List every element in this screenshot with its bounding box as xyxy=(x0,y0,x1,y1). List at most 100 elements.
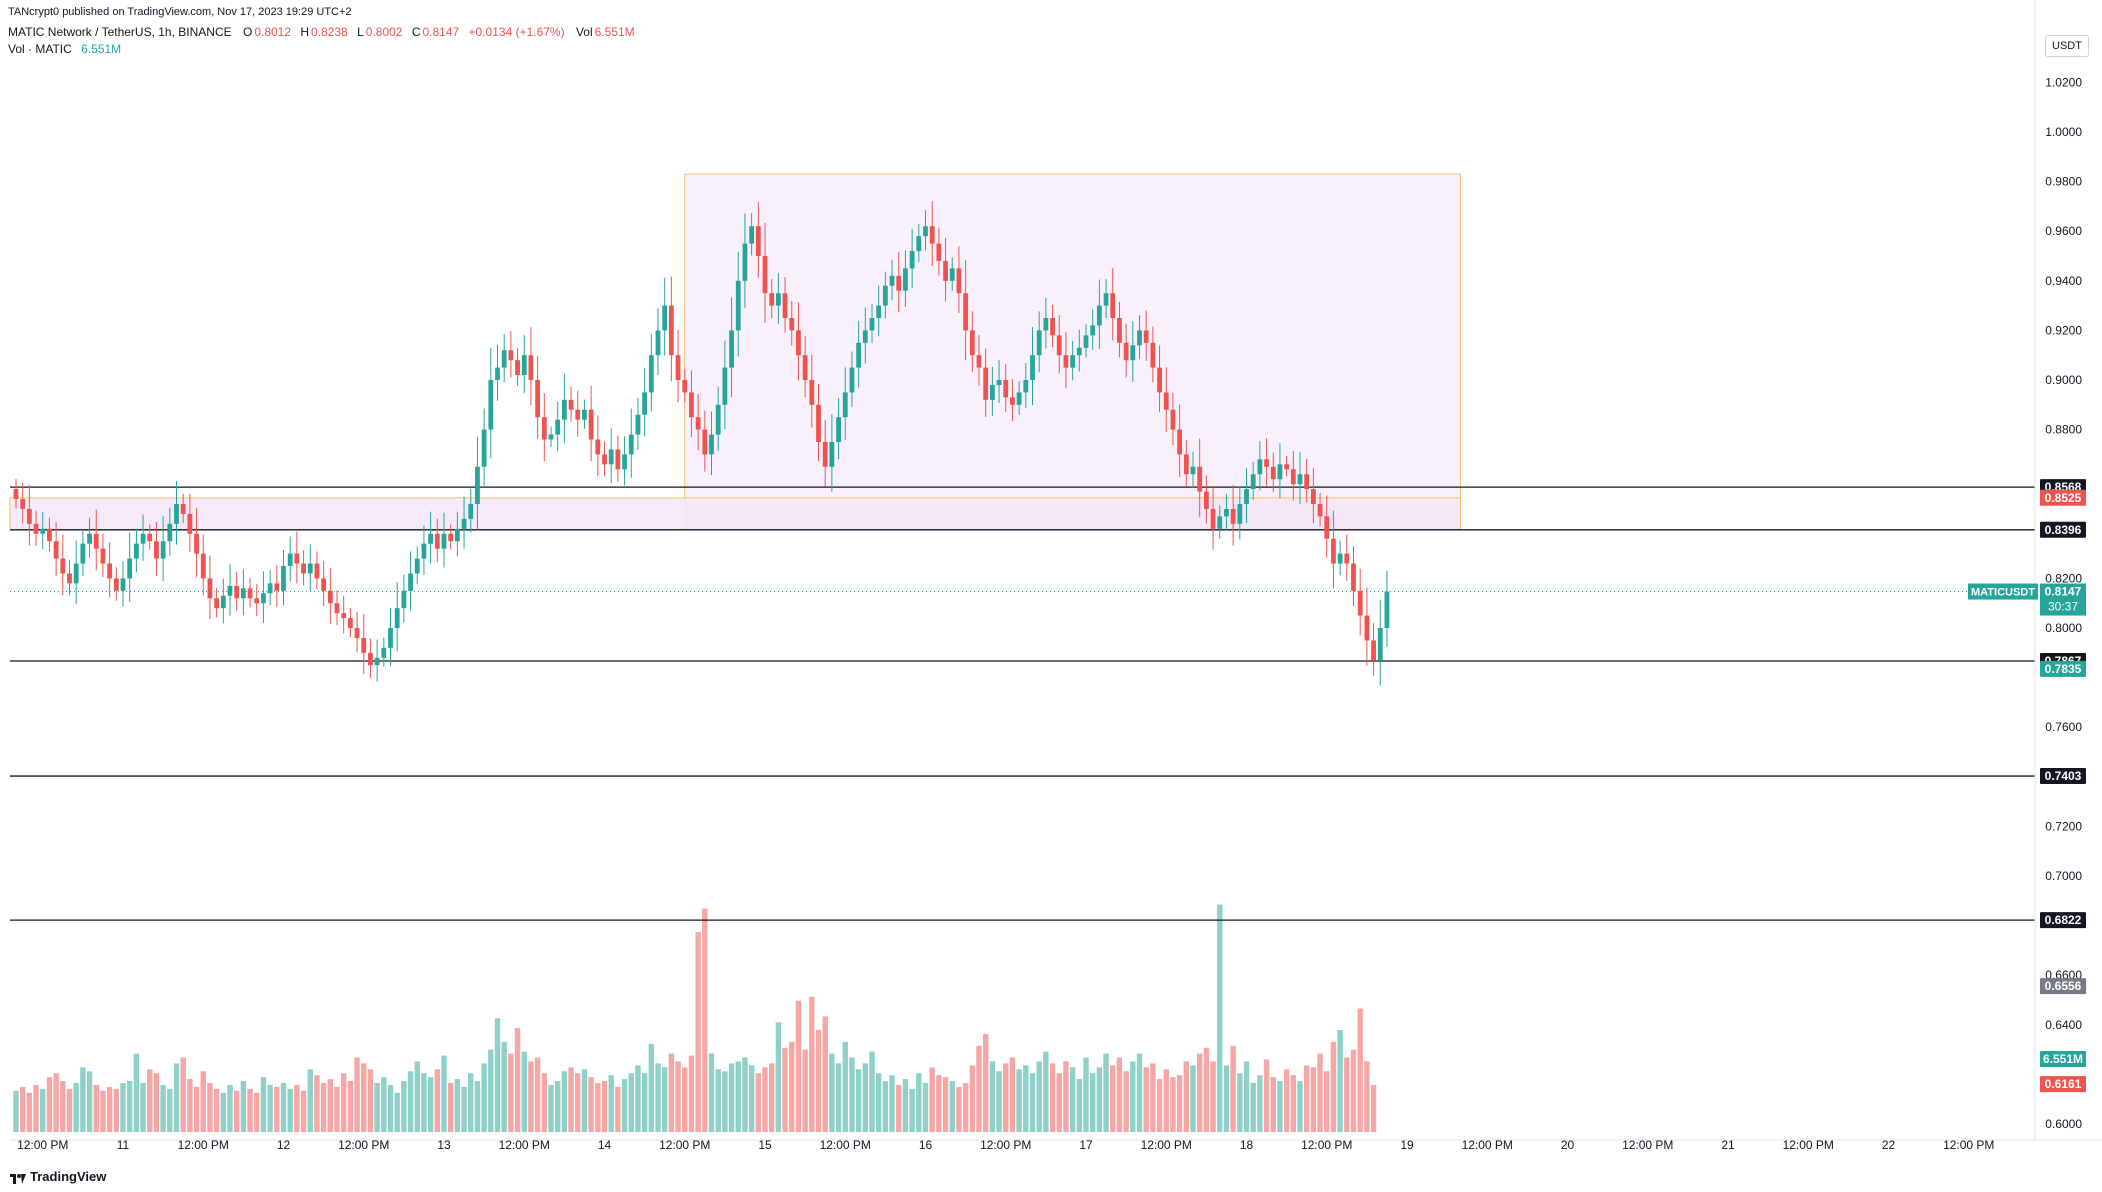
volume-bar xyxy=(929,1067,935,1132)
candle-body xyxy=(495,367,500,380)
volume-bar xyxy=(1330,1041,1337,1132)
candle-body xyxy=(722,367,728,405)
price-tick-label: 0.9200 xyxy=(2045,323,2082,337)
volume-bar xyxy=(1110,1065,1116,1132)
candle-body xyxy=(1197,466,1203,492)
volume-bar xyxy=(394,1092,400,1132)
level-price-tag: 0.8396 xyxy=(2045,523,2082,537)
price-tag-bg xyxy=(2040,660,2086,677)
volume-bar xyxy=(140,1083,146,1132)
volume-bar xyxy=(1089,1073,1096,1132)
volume-bar xyxy=(1029,1073,1036,1132)
candle-body xyxy=(555,419,561,435)
volume-bar xyxy=(715,1069,721,1132)
volume-bar xyxy=(340,1073,347,1132)
candle-body xyxy=(1117,318,1122,343)
volume-bar xyxy=(1049,1063,1056,1132)
volume-bar xyxy=(1163,1069,1169,1132)
candle-body xyxy=(1036,330,1042,356)
volume-bar xyxy=(1023,1065,1029,1132)
volume-bar xyxy=(695,932,701,1132)
candle-body xyxy=(1137,330,1142,346)
volume-layer xyxy=(13,904,1377,1132)
volume-bar xyxy=(949,1081,955,1132)
candle-body xyxy=(709,434,714,455)
open-label: O xyxy=(242,25,253,39)
candle-body xyxy=(568,399,574,410)
volume-bar xyxy=(601,1081,608,1132)
volume-bar xyxy=(1116,1057,1123,1132)
tradingview-logo[interactable]: TradingView xyxy=(10,1169,106,1184)
candle-body xyxy=(227,585,233,596)
volume-bar xyxy=(641,1073,648,1132)
candle-body xyxy=(528,355,534,380)
volume-bar xyxy=(1350,1049,1357,1132)
time-tick-label: 17 xyxy=(1079,1138,1093,1152)
volume-bar xyxy=(167,1088,173,1132)
volume-bar xyxy=(46,1077,53,1132)
candle-body xyxy=(729,330,734,368)
zones-layer xyxy=(9,173,1461,531)
candle-body xyxy=(936,243,942,261)
volume-bar xyxy=(1076,1079,1083,1132)
candle-body xyxy=(214,598,220,609)
candle-body xyxy=(1096,305,1102,326)
candle-body xyxy=(1284,464,1290,470)
volume-bar xyxy=(160,1084,166,1132)
candle-body xyxy=(535,380,541,418)
volume-bar xyxy=(1357,1008,1363,1132)
candle-body xyxy=(983,367,989,400)
time-tick-label: 16 xyxy=(919,1138,933,1152)
volume-bar xyxy=(421,1073,427,1132)
candle-body xyxy=(876,305,882,318)
volume-bar xyxy=(1123,1071,1129,1132)
volume-bar xyxy=(240,1081,247,1132)
volume-bar xyxy=(1156,1079,1163,1132)
vol-series-name[interactable]: Vol · MATIC xyxy=(8,42,72,56)
volume-bar xyxy=(1083,1057,1089,1132)
volume-bar xyxy=(661,1067,668,1132)
candle-body xyxy=(1384,591,1390,628)
candle-body xyxy=(1103,293,1109,306)
currency-button[interactable]: USDT xyxy=(2045,35,2089,57)
price-tick-label: 1.0000 xyxy=(2045,125,2082,139)
volume-bar xyxy=(896,1084,902,1132)
volume-bar xyxy=(280,1083,287,1132)
volume-bar xyxy=(187,1079,193,1132)
volume-bar xyxy=(213,1088,220,1132)
candle-body xyxy=(602,454,607,465)
volume-bar xyxy=(902,1079,909,1132)
volume-bar xyxy=(1183,1061,1190,1132)
volume-bar xyxy=(227,1084,233,1132)
candle-body xyxy=(903,268,908,291)
price-axis: 1.0200 1.0000 0.9800 0.9600 0.9400 0.9200 0.90… xyxy=(2045,75,2082,1131)
candle-body xyxy=(989,384,995,400)
volume-bar xyxy=(1043,1051,1049,1132)
candle-body xyxy=(836,417,841,442)
candle-body xyxy=(180,504,186,514)
candle-body xyxy=(1003,380,1009,398)
volume-bar xyxy=(1230,1045,1236,1132)
volume-bar xyxy=(1270,1077,1276,1132)
candle-body xyxy=(816,404,821,442)
volume-bar xyxy=(762,1067,768,1132)
symbol-title[interactable]: MATIC Network / TetherUS, 1h, BINANCE xyxy=(8,25,232,39)
time-axis: 12:00 PM 11 12:00 PM 12 12:00 PM 13 12:00 PM 14… xyxy=(17,1138,1994,1152)
candle-body xyxy=(956,268,962,294)
volume-bar xyxy=(548,1084,554,1132)
volume-bar xyxy=(882,1081,889,1132)
price-tick-label: 0.9400 xyxy=(2045,274,2082,288)
volume-bar xyxy=(528,1061,534,1132)
time-tick-label: 12:00 PM xyxy=(1141,1138,1192,1152)
change-value: +0.0134 (+1.67%) xyxy=(468,25,565,39)
level-price-tag: 0.7403 xyxy=(2045,769,2082,783)
time-tick-label: 12:00 PM xyxy=(980,1138,1031,1152)
candle-body xyxy=(1230,508,1236,524)
candle-body xyxy=(762,256,768,294)
candle-body xyxy=(862,330,868,343)
candle-body xyxy=(1270,466,1276,480)
volume-bar xyxy=(702,908,708,1132)
candle-body xyxy=(267,583,273,594)
volume-bar xyxy=(829,1053,835,1132)
